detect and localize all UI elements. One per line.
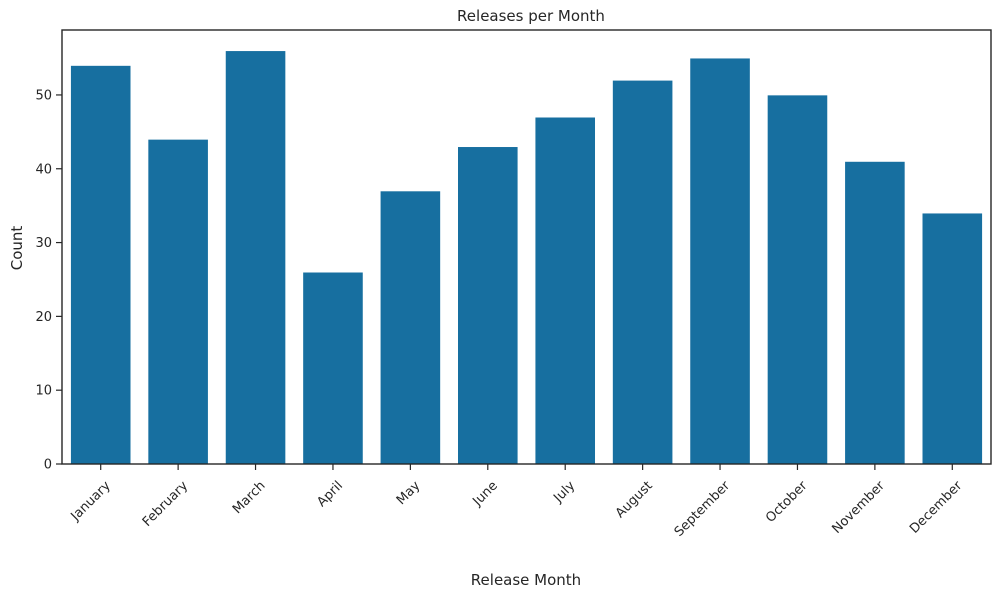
bar-may	[379, 190, 441, 465]
bar-february	[147, 138, 209, 465]
bar-november	[844, 160, 906, 465]
y-tick-label: 20	[35, 310, 52, 325]
x-tick-label: December	[907, 478, 966, 537]
plot-area: January February March April May June July Augu…	[35, 29, 992, 540]
bar-july	[534, 116, 596, 465]
x-tick-label: November	[829, 478, 888, 537]
chart-title: Releases per Month	[457, 7, 605, 25]
y-tick-label: 40	[35, 162, 52, 177]
bar-october	[766, 94, 829, 465]
y-tick-label: 0	[44, 458, 52, 473]
x-tick-label: June	[470, 478, 501, 509]
x-tick-label: February	[140, 478, 192, 530]
bar-march	[224, 50, 287, 465]
y-tick-label: 50	[35, 88, 52, 103]
bar-december	[921, 212, 983, 465]
x-tick-label: July	[550, 478, 578, 506]
y-tick-label: 10	[35, 384, 52, 399]
x-tick-label: January	[68, 478, 114, 524]
plot-frame	[61, 29, 992, 465]
x-tick-label: August	[613, 478, 656, 521]
bar-september	[689, 57, 751, 465]
x-axis-label: Release Month	[471, 571, 581, 589]
bar-april	[302, 271, 364, 465]
x-tick-label: March	[230, 478, 269, 517]
x-tick-label: April	[314, 478, 346, 510]
x-tick-label: September	[672, 478, 734, 540]
x-tick-label: May	[394, 478, 424, 508]
x-tick-label: October	[763, 478, 811, 526]
bar-january	[70, 65, 132, 465]
bar-august	[612, 79, 674, 465]
y-axis-label: Count	[8, 226, 26, 271]
y-tick-label: 30	[35, 236, 52, 251]
bar-june	[457, 146, 519, 465]
